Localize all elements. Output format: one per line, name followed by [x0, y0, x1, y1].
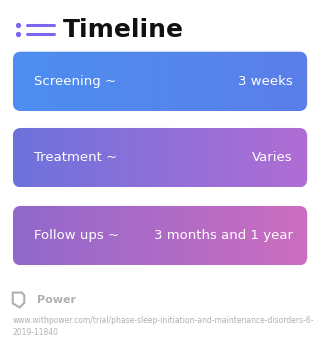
Text: Screening ~: Screening ~	[34, 75, 116, 88]
Text: www.withpower.com/trial/phase-sleep-initiation-and-maintenance-disorders-6-
2019: www.withpower.com/trial/phase-sleep-init…	[13, 316, 314, 337]
Text: 3 months and 1 year: 3 months and 1 year	[154, 229, 293, 242]
Text: 3 weeks: 3 weeks	[238, 75, 293, 88]
Text: Follow ups ~: Follow ups ~	[34, 229, 119, 242]
Text: Power: Power	[37, 295, 76, 305]
Text: Varies: Varies	[252, 151, 293, 164]
Text: Timeline: Timeline	[62, 18, 183, 42]
Text: Treatment ~: Treatment ~	[34, 151, 117, 164]
